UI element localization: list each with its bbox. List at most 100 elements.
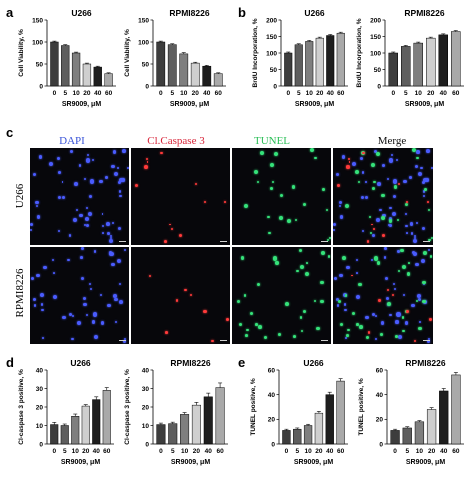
cell-dot [337,300,341,304]
chart-0-xtick-label-1: 5 [63,90,67,97]
cell-dot [111,164,115,169]
cell-dot [48,162,53,167]
chart-4-title: U266 [70,358,91,368]
chart-2-ytick-label-3: 150 [266,34,277,41]
cell-dot [57,196,61,200]
cell-dot [111,222,115,225]
col-title-dapi: DAPI [59,135,85,147]
cell-dot [119,194,122,197]
chart-5-ytick-label-2: 20 [142,404,150,411]
image-rpmi8226-dapi [30,247,129,344]
chart-3-ytick-label-0: 0 [377,83,381,90]
chart-2-ytick-label-4: 200 [266,17,277,24]
cell-dot [84,223,87,226]
cell-dot [378,299,381,302]
cell-dot [392,194,396,198]
chart-7-xtick-label-0: 0 [393,448,397,455]
chart-4-xtick-label-1: 5 [63,448,67,455]
cell-dot [30,222,33,226]
cell-dot [410,303,415,308]
chart-2-bar-2 [305,41,314,87]
chart-4-xtick-label-3: 20 [82,448,90,455]
chart-1-xlabel: SR9009, μM [170,101,209,108]
chart-7-ytick-label-1: 20 [376,417,384,424]
cell-dot [362,151,365,155]
cell-dot [393,179,398,184]
cell-dot [71,337,74,341]
cell-dot [85,216,89,221]
cell-dot [244,334,248,338]
image-u266-caspase [131,148,230,245]
cell-dot [146,161,149,164]
cell-dot [238,323,242,327]
cell-dot [414,164,419,169]
cell-dot [336,304,340,307]
chart-6-xtick-label-5: 60 [337,448,345,455]
cell-dot [355,294,361,299]
cell-dot [421,299,426,304]
cell-dot [392,293,395,296]
col-title-merge: Merge [377,135,407,147]
cell-dot [430,236,433,239]
chart-4-bar-2 [71,416,80,445]
cell-dot [423,194,426,197]
cell-dot [383,256,387,259]
chart-6-bar-4 [325,394,334,445]
chart-3-ytick-label-1: 50 [374,67,382,74]
cell-dot [346,328,350,332]
chart-5-ytick-label-4: 40 [142,367,150,374]
cell-dot [117,259,122,263]
cell-dot [392,282,395,285]
chart-1-xtick-label-2: 10 [180,90,188,97]
cell-dot [272,256,277,261]
cell-dot [418,326,423,331]
cell-dot [295,219,298,222]
cell-dot [382,213,387,218]
cell-dot [338,200,342,205]
cell-dot [429,255,432,258]
cell-dot [416,293,421,298]
cell-dot [400,248,404,252]
cell-dot [121,148,126,153]
cell-dot [381,234,385,238]
cell-dot [339,215,344,219]
cell-dot [428,337,431,340]
chart-1-xtick-label-3: 20 [192,90,200,97]
cell-dot [256,180,259,184]
cell-dot [203,309,207,314]
cell-dot [302,203,306,207]
cell-dot [322,188,325,191]
cell-dot [344,303,347,306]
cell-dot [376,261,381,265]
chart-5-title: RPMI8226 [170,358,210,368]
chart-5-xtick-label-5: 60 [216,448,224,455]
chart-7-xtick-label-1: 5 [405,448,409,455]
chart-3-xtick-label-2: 10 [415,90,423,97]
chart-5-bar-3 [191,404,201,445]
chart-6-ytick-label-1: 20 [268,417,276,424]
chart-6-ytick-label-0: 0 [271,441,275,448]
cell-dot [109,234,113,238]
cell-dot [425,148,430,153]
cell-dot [33,172,37,176]
cell-dot [382,164,385,167]
chart-3-xlabel: SR9009, μM [405,101,444,108]
chart-5-xtick-label-1: 5 [171,448,175,455]
cell-dot [52,294,57,299]
cell-dot [124,337,127,340]
cell-dot [426,201,429,204]
cell-dot [333,229,336,232]
cell-dot [338,204,342,208]
chart-0-title: U266 [71,8,92,18]
cell-dot [303,309,307,313]
chart-7-ylabel: TUNEL positive, % [358,378,365,436]
cell-dot [365,335,369,339]
cell-dot [369,231,373,235]
image-u266-dapi [30,148,129,245]
cell-dot [397,334,402,339]
cell-dot [278,333,282,337]
cell-dot [335,297,339,301]
chart-4-bar-5 [102,390,111,445]
chart-5-xtick-label-0: 0 [159,448,163,455]
cell-dot [413,237,417,240]
